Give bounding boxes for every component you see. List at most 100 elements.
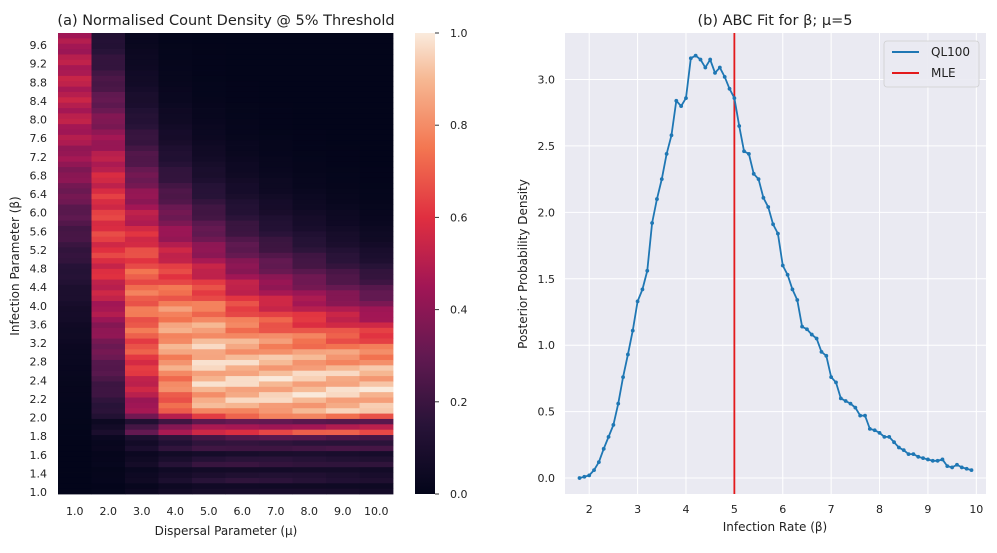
heatmap-cell	[125, 461, 159, 468]
heatmap-cell	[158, 435, 193, 441]
heatmap-cell	[158, 343, 193, 350]
heatmap-cell	[125, 113, 159, 120]
heatmap-cell	[58, 124, 92, 130]
heatmap-cell	[359, 193, 394, 200]
heatmap-cell	[125, 70, 159, 77]
heatmap-cell	[225, 140, 260, 146]
heatmap-cell	[58, 472, 92, 479]
heatmap-cell	[225, 306, 260, 313]
heatmap-cell	[326, 75, 360, 82]
heatmap-cell	[192, 317, 226, 323]
heatmap-cell	[225, 129, 260, 136]
heatmap-cell	[91, 413, 126, 420]
heatmap-cell	[359, 424, 394, 431]
heatmap-cell	[359, 354, 394, 361]
heatmap-cell	[359, 467, 394, 473]
heatmap-cell	[158, 49, 193, 55]
heatmap-cell	[292, 279, 327, 286]
heatmap-cell	[58, 49, 92, 55]
heatmap-cell	[225, 456, 260, 463]
heatmap-cell	[125, 134, 159, 141]
ql100-point	[930, 458, 935, 463]
heatmap-cell	[125, 49, 159, 55]
heatmap-cell	[58, 343, 92, 350]
heatmap-cell	[225, 279, 260, 286]
heatmap-cell	[125, 472, 159, 479]
heatmap-cell	[91, 43, 126, 50]
heatmap-cell	[58, 102, 92, 109]
heatmap-cell	[125, 209, 159, 216]
heatmap-cell	[91, 472, 126, 479]
heatmap-cell	[91, 381, 126, 388]
ql100-point	[780, 263, 785, 268]
heatmap-cell	[225, 188, 260, 195]
heatmap-cell	[225, 70, 260, 77]
heatmap-cell	[158, 129, 193, 136]
heatmap-cell	[292, 461, 327, 468]
heatmap-cell	[91, 193, 126, 200]
heatmap-cell	[158, 59, 193, 66]
plot-background	[565, 33, 986, 494]
heatmap-cell	[359, 177, 394, 184]
heatmap-cell	[326, 435, 360, 441]
heatmap-cell	[192, 295, 226, 302]
heatmap-cell	[359, 413, 394, 420]
heatmap-cell	[292, 43, 327, 50]
heatmap-cell	[225, 488, 260, 495]
heatmap-cell	[292, 268, 327, 275]
heatmap-cell	[125, 242, 159, 248]
heatmap-cell	[91, 456, 126, 463]
heatmap-cell	[259, 102, 293, 109]
heatmap-cell	[91, 258, 126, 264]
heatmap-cell	[292, 209, 327, 216]
heatmap-cell	[158, 349, 193, 356]
heatmap-cell	[192, 231, 226, 238]
ql100-point	[659, 177, 664, 182]
heatmap-y-tick-label: 4.8	[30, 263, 48, 276]
heatmap-cell	[326, 386, 360, 393]
heatmap-cell	[359, 38, 394, 45]
heatmap-cell	[192, 204, 226, 211]
heatmap-cell	[326, 33, 360, 39]
heatmap-cell	[125, 397, 159, 404]
heatmap-cell	[158, 161, 193, 168]
heatmap-cell	[192, 301, 226, 307]
heatmap-cell	[58, 333, 92, 339]
line-y-tick-label: 1.5	[538, 273, 556, 286]
heatmap-cell	[359, 124, 394, 130]
ql100-point	[640, 287, 645, 292]
heatmap-cell	[326, 402, 360, 409]
heatmap-x-tick-label: 10.0	[364, 505, 389, 518]
heatmap-cell	[359, 338, 394, 345]
heatmap-cell	[125, 193, 159, 200]
heatmap-cell	[326, 467, 360, 473]
heatmap-cell	[58, 467, 92, 473]
heatmap-cell	[192, 429, 226, 436]
heatmap-cell	[192, 188, 226, 195]
heatmap-cell	[259, 397, 293, 404]
heatmap-cell	[292, 220, 327, 227]
heatmap-cell	[192, 488, 226, 495]
line-x-tick-label: 10	[969, 503, 983, 516]
heatmap-x-tick-label: 1.0	[66, 505, 84, 518]
heatmap-cell	[125, 150, 159, 157]
heatmap-cell	[91, 225, 126, 232]
heatmap-cell	[58, 156, 92, 163]
heatmap-cell	[192, 456, 226, 463]
heatmap-cell	[192, 215, 226, 222]
heatmap-cell	[91, 75, 126, 82]
ql100-point	[684, 96, 688, 100]
heatmap-cell	[326, 49, 360, 55]
heatmap-cell	[259, 295, 293, 302]
heatmap-cell	[125, 188, 159, 195]
heatmap-cell	[158, 43, 193, 50]
heatmap-cell	[359, 397, 394, 404]
heatmap-cell	[158, 204, 193, 211]
heatmap-cell	[58, 145, 92, 152]
heatmap-cell	[58, 33, 92, 39]
heatmap-x-tick-label: 8.0	[301, 505, 319, 518]
ql100-point	[901, 448, 906, 453]
heatmap-cell	[58, 327, 92, 334]
heatmap-cell	[125, 161, 159, 168]
heatmap-cell	[326, 440, 360, 447]
